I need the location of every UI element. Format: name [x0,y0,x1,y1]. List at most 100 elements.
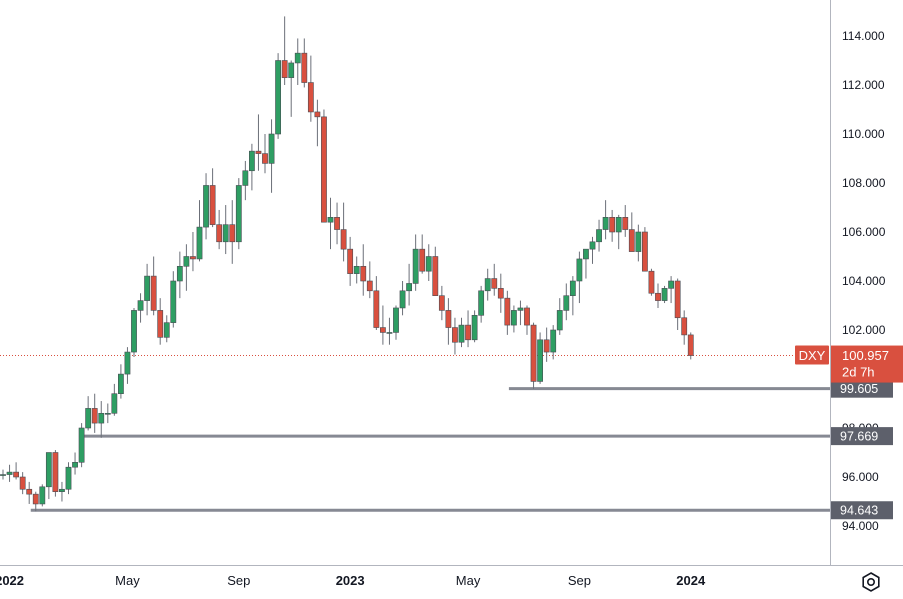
candle[interactable] [111,383,118,416]
candle[interactable] [249,143,255,191]
candle[interactable] [321,109,327,223]
candle[interactable] [314,99,321,147]
candle[interactable] [484,268,491,301]
candle[interactable] [412,234,419,291]
candle[interactable] [32,491,39,512]
candle[interactable] [65,462,72,495]
candle[interactable] [39,484,46,507]
candle[interactable] [131,307,137,357]
candle[interactable] [393,305,399,340]
candle[interactable] [262,134,268,174]
candle[interactable] [144,263,150,316]
candle[interactable] [550,325,557,360]
candle[interactable] [366,261,373,299]
candle[interactable] [268,119,275,193]
candle[interactable] [242,160,249,201]
candle[interactable] [307,55,314,122]
candle[interactable] [45,452,52,500]
candle[interactable] [556,298,563,335]
candle[interactable] [641,227,648,272]
candle[interactable] [438,285,445,321]
candle[interactable] [216,209,223,250]
candle[interactable] [471,310,478,343]
candle[interactable] [602,200,609,240]
candle[interactable] [98,401,105,438]
candle[interactable] [465,310,471,348]
candle[interactable] [157,298,164,345]
candle[interactable] [176,251,183,299]
candle[interactable] [406,263,412,306]
candle[interactable] [537,332,543,384]
candle[interactable] [504,290,511,335]
candle[interactable] [183,244,190,291]
candle[interactable] [478,285,485,323]
candle[interactable] [209,168,216,228]
candle[interactable] [163,315,170,343]
candle[interactable] [26,481,33,504]
candle[interactable] [19,472,26,495]
candle[interactable] [235,178,242,250]
candle[interactable] [687,332,694,360]
candle[interactable] [583,248,589,279]
candles[interactable] [0,16,694,512]
candle[interactable] [674,278,681,330]
candle[interactable] [379,305,386,345]
candle[interactable] [576,251,583,304]
candle[interactable] [569,276,576,316]
candle[interactable] [13,462,19,480]
candle[interactable] [609,209,616,242]
candle[interactable] [668,276,674,304]
candle[interactable] [524,305,530,335]
candle[interactable] [203,173,209,240]
candle[interactable] [137,293,144,323]
candle[interactable] [0,469,6,480]
candle[interactable] [6,464,13,482]
candle[interactable] [275,53,281,139]
candle[interactable] [281,16,288,85]
candle[interactable] [399,281,406,316]
candle[interactable] [425,244,432,281]
candle[interactable] [661,285,668,304]
candle[interactable] [386,317,393,345]
candle[interactable] [452,317,458,355]
candle[interactable] [294,38,301,85]
candle[interactable] [170,271,177,328]
candle[interactable] [288,60,295,117]
candle[interactable] [190,232,196,272]
settings-gear-icon[interactable] [859,570,883,594]
candle[interactable] [327,197,334,250]
candle[interactable] [373,276,380,330]
candle[interactable] [622,205,629,237]
candle[interactable] [150,256,157,316]
candle[interactable] [615,214,622,250]
candle[interactable] [59,481,65,502]
candle[interactable] [229,200,236,264]
candle[interactable] [255,114,262,171]
candle[interactable] [353,256,360,284]
candle[interactable] [347,236,354,286]
candle[interactable] [419,234,426,274]
candle[interactable] [78,423,85,468]
candle[interactable] [589,236,596,264]
candle[interactable] [543,327,550,362]
candle[interactable] [52,450,59,497]
candle[interactable] [91,393,98,433]
candle[interactable] [648,268,655,296]
candle[interactable] [104,403,111,424]
candle[interactable] [517,300,524,326]
candle[interactable] [334,202,340,245]
candle[interactable] [85,396,92,431]
candle[interactable] [510,305,517,333]
candle[interactable] [628,212,635,252]
candle[interactable] [655,283,661,308]
candle[interactable] [563,283,570,321]
price-axis[interactable]: 114.000 112.000 110.000 108.000 106.000 104.0… [842,29,886,533]
candle[interactable] [596,219,602,252]
candle[interactable] [124,347,131,384]
candle[interactable] [360,244,367,296]
candle[interactable] [445,298,452,345]
candle[interactable] [681,310,688,345]
candle[interactable] [635,224,642,262]
time-axis[interactable]: 2022 May Sep 2023 May Sep 2024 [0,573,706,588]
